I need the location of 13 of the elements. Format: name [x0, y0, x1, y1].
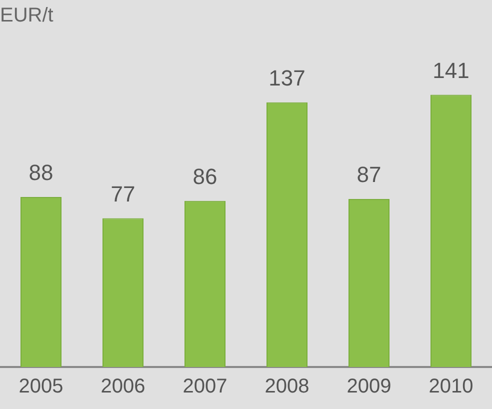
x-tick-label: 2005 — [18, 376, 64, 398]
y-axis-title: EUR/t — [0, 4, 54, 27]
data-label: 88 — [28, 160, 54, 186]
data-label: 77 — [110, 181, 136, 206]
x-tick-label: 2009 — [346, 376, 392, 398]
data-label: 86 — [192, 164, 218, 189]
data-label: 141 — [432, 58, 470, 83]
data-label: 137 — [268, 65, 306, 90]
x-tick-label: 2008 — [264, 376, 310, 398]
x-tick-label: 2007 — [182, 376, 228, 398]
x-tick-label: 2006 — [100, 376, 146, 398]
x-tick-label: 2010 — [428, 376, 474, 398]
data-label: 87 — [356, 162, 382, 188]
